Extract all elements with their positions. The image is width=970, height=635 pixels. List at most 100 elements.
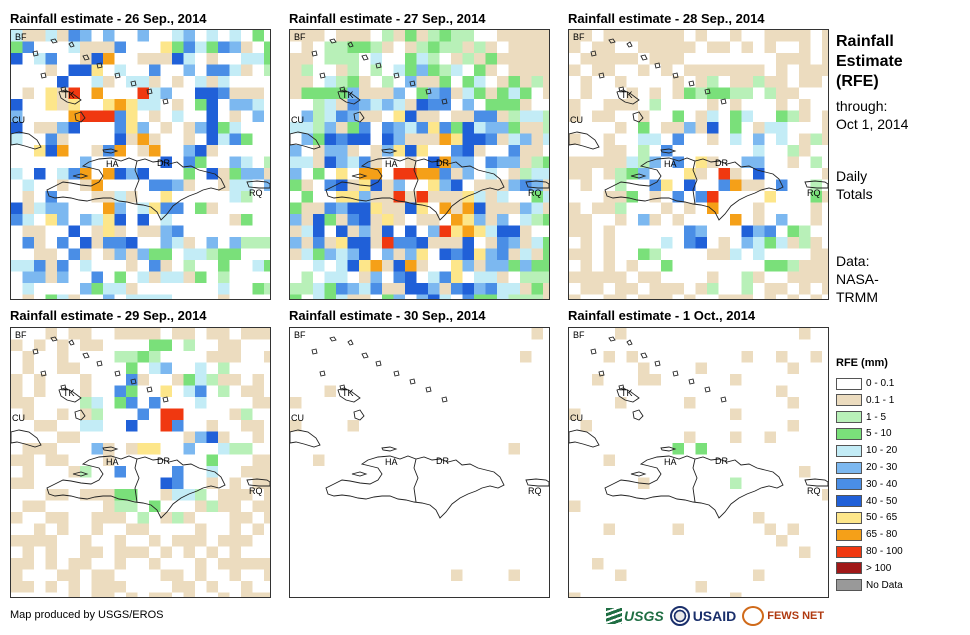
rainfall-cell [229,443,241,455]
rainfall-cell [91,76,103,88]
rainfall-cell [405,64,417,76]
rainfall-cell [462,87,474,99]
coastline [441,98,448,105]
rainfall-cell [137,87,149,99]
coastline [598,370,605,377]
rainfall-cell [451,214,463,226]
rainfall-cell [252,328,264,340]
coastline [804,180,828,189]
rainfall-cell [474,260,486,272]
coastline [82,352,90,359]
fews-net-mark-icon [742,606,765,626]
rainfall-cell [451,271,463,283]
rainfall-cell [11,374,23,386]
rainfall-cell [799,99,811,111]
rainfall-cell [730,294,742,299]
rainfall-cell [195,397,207,409]
coastline [114,72,121,79]
rainfall-cell [172,99,184,111]
rainfall-cell [264,500,270,512]
rainfall-cell [684,87,696,99]
rainfall-cell [695,225,707,237]
rainfall-cell [114,546,126,558]
rainfall-cell [206,431,218,443]
rainfall-cell [707,87,719,99]
rainfall-cell [649,87,661,99]
rainfall-cell [290,248,302,260]
rainfall-cell [68,248,80,260]
place-label-rq: RQ [528,188,542,198]
rainfall-cell [359,110,371,122]
rainfall-cell [753,202,765,214]
rainfall-cell [695,283,707,295]
rainfall-cell [264,237,270,249]
rainfall-cell [149,64,161,76]
rainfall-cell [382,145,394,157]
rainfall-cell [313,122,325,134]
rainfall-cell [313,168,325,180]
rainfall-cell [149,294,161,299]
rainfall-cell [80,260,92,272]
rainfall-cell [91,237,103,249]
rainfall-cell [22,500,34,512]
rainfall-cell [370,225,382,237]
rainfall-cell [661,53,673,65]
rainfall-cell [218,443,230,455]
rainfall-cell [428,87,440,99]
rainfall-cell [149,225,161,237]
rainfall-cell [11,569,23,581]
coastline [569,429,600,448]
rainfall-cell [336,122,348,134]
rainfall-cell [252,558,264,570]
rainfall-cell [753,64,765,76]
rainfall-cell [68,122,80,134]
rainfall-cell [301,271,313,283]
rainfall-cell [11,41,23,53]
rainfall-cell [543,237,549,249]
rainfall-cell [615,283,627,295]
rainfall-cell [569,592,581,597]
rainfall-cell [336,110,348,122]
rainfall-cell [531,179,543,191]
place-label-bf: BF [15,32,27,42]
rainfall-cell [439,30,451,42]
rainfall-cell [336,64,348,76]
rainfall-cell [672,110,684,122]
data-line-1: Data: [836,253,870,269]
coastline [246,180,270,189]
rainfall-cell [324,214,336,226]
rainfall-cell [753,133,765,145]
rainfall-cell [126,420,138,432]
rainfall-cell [347,191,359,203]
rainfall-cell [336,168,348,180]
rainfall-cell [172,512,184,524]
rainfall-cell [520,179,532,191]
rainfall-cell [359,99,371,111]
rainfall-cell [707,41,719,53]
rainfall-cell [313,283,325,295]
rainfall-cell [252,397,264,409]
rainfall-cell [34,122,46,134]
rainfall-cell [172,179,184,191]
coastline [311,348,318,355]
panel-title-2: Rainfall estimate - 27 Sep., 2014 [289,11,486,26]
rainfall-cell [626,87,638,99]
rainfall-cell [183,489,195,501]
rainfall-cell [603,454,615,466]
rainfall-cell [183,443,195,455]
rainfall-cell [707,283,719,295]
rainfall-cell [91,581,103,593]
rainfall-cell [45,535,57,547]
rainfall-cell [603,202,615,214]
rainfall-cell [206,133,218,145]
rainfall-cell [57,431,69,443]
rainfall-cell [661,145,673,157]
rainfall-cell [149,535,161,547]
rainfall-cell [45,64,57,76]
rainfall-cell [22,225,34,237]
coastline [46,157,226,221]
rainfall-cell [707,248,719,260]
rainfall-cell [393,145,405,157]
rainfall-cell [649,179,661,191]
rainfall-cell [569,271,581,283]
